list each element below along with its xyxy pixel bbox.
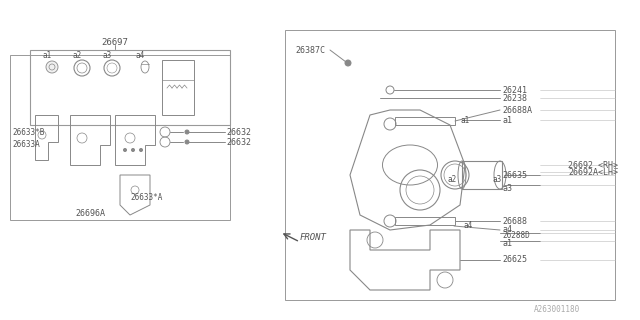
- Text: 26387C: 26387C: [295, 45, 325, 54]
- Circle shape: [131, 148, 134, 151]
- Circle shape: [185, 130, 189, 134]
- Bar: [395, 117, 455, 125]
- Text: 26696A: 26696A: [75, 209, 105, 218]
- Text: a2: a2: [72, 51, 81, 60]
- Text: 26633*B: 26633*B: [12, 127, 44, 137]
- Text: 26697: 26697: [102, 37, 129, 46]
- Bar: [30, 50, 230, 125]
- Text: 26633A: 26633A: [12, 140, 40, 148]
- Text: 26688: 26688: [502, 217, 527, 226]
- Text: a2: a2: [447, 174, 456, 183]
- Text: a1: a1: [42, 51, 51, 60]
- Text: 26625: 26625: [502, 255, 527, 265]
- Text: 26635: 26635: [502, 171, 527, 180]
- Bar: [285, 30, 615, 300]
- Text: 26632: 26632: [226, 127, 251, 137]
- Text: a1: a1: [502, 116, 512, 124]
- Text: 26238: 26238: [502, 93, 527, 102]
- Text: 26632: 26632: [226, 138, 251, 147]
- Text: 26288D: 26288D: [502, 231, 530, 241]
- Text: 26692A<LH>: 26692A<LH>: [568, 167, 618, 177]
- Circle shape: [345, 60, 351, 66]
- Text: 26688A: 26688A: [502, 106, 532, 115]
- Circle shape: [46, 61, 58, 73]
- Text: a4: a4: [502, 226, 512, 235]
- Bar: [462, 161, 502, 189]
- Text: 26241: 26241: [502, 85, 527, 94]
- Text: a3: a3: [502, 183, 512, 193]
- Text: a3: a3: [102, 51, 111, 60]
- Text: a4: a4: [135, 51, 144, 60]
- Text: 26633*A: 26633*A: [130, 193, 163, 202]
- Text: a4: a4: [463, 220, 472, 229]
- Circle shape: [185, 140, 189, 144]
- Text: A263001180: A263001180: [534, 306, 580, 315]
- Circle shape: [124, 148, 127, 151]
- Text: 26692 <RH>: 26692 <RH>: [568, 161, 618, 170]
- Text: a3: a3: [492, 174, 501, 183]
- Bar: [162, 60, 194, 115]
- Bar: [10, 55, 230, 220]
- Bar: [395, 217, 455, 225]
- Circle shape: [140, 148, 143, 151]
- Text: FRONT: FRONT: [300, 234, 327, 243]
- Text: a1: a1: [502, 239, 512, 249]
- Text: a1: a1: [460, 116, 469, 124]
